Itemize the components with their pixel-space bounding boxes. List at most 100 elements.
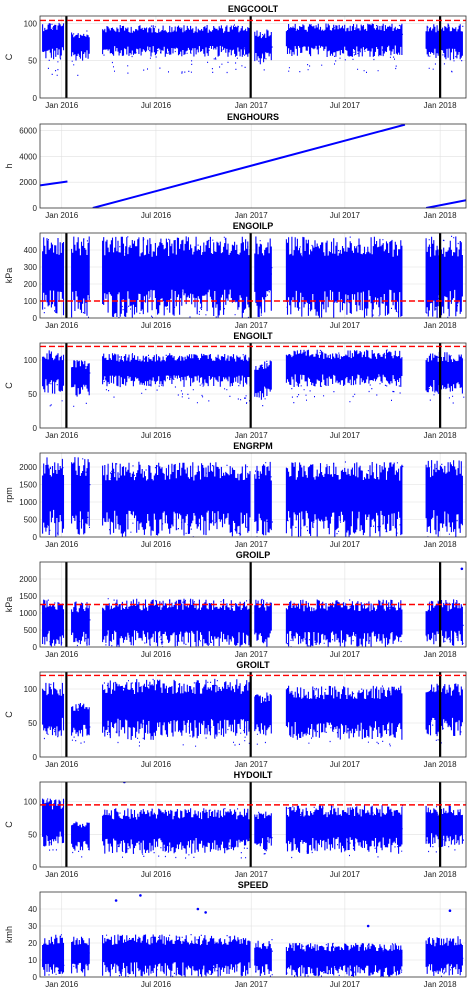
- data-band: [425, 805, 463, 848]
- y-tick-label: 6000: [19, 126, 37, 135]
- data-points: [74, 238, 90, 318]
- data-points: [426, 685, 462, 744]
- data-points: [255, 695, 272, 745]
- data-band: [71, 821, 90, 851]
- y-tick-label: 500: [24, 626, 38, 635]
- data-points: [287, 24, 403, 73]
- x-tick-label: Jan 2018: [424, 760, 457, 769]
- data-points: [426, 938, 464, 977]
- axes-frame: [39, 232, 467, 319]
- x-tick-label: Jul 2017: [330, 431, 361, 440]
- x-tick-label: Jul 2017: [330, 321, 361, 330]
- data-points: [286, 942, 403, 977]
- data-band: [254, 360, 272, 400]
- data-point: [448, 909, 452, 912]
- y-tick-label: 1500: [19, 592, 37, 601]
- data-band: [102, 598, 251, 647]
- data-layer: [42, 233, 463, 318]
- data-points: [104, 598, 250, 647]
- y-tick-label: 0: [33, 204, 38, 213]
- subplot-groilp: GROILP 0 500 1000 1500 2000 Jan 2016 Jul 2016 Ja…: [4, 550, 467, 659]
- data-points: [427, 463, 463, 537]
- axes-frame: [39, 561, 467, 648]
- data-band: [71, 236, 90, 318]
- data-band: [102, 236, 251, 318]
- data-band: [425, 236, 463, 318]
- x-tick-label: Jan 2018: [424, 101, 457, 110]
- data-points: [287, 805, 404, 859]
- y-tick-label: 2000: [19, 463, 37, 472]
- data-layer: [42, 672, 463, 757]
- data-points: [103, 24, 246, 74]
- y-tick-label: 50: [28, 390, 37, 399]
- data-points: [105, 808, 248, 859]
- subplot-title: GROILT: [236, 660, 270, 670]
- subplot-engrpm: ENGRPM 0 500 1000 1500 2000 Jan 2016 Jul 2016 Ja…: [4, 441, 467, 549]
- data-band: [285, 599, 403, 647]
- y-tick-label: 50: [28, 719, 37, 728]
- y-tick-label: 4000: [19, 152, 37, 161]
- data-points: [103, 353, 250, 404]
- data-band: [71, 601, 90, 646]
- data-band: [285, 943, 403, 977]
- y-tick-label: 1000: [19, 498, 37, 507]
- data-band: [285, 685, 403, 740]
- data-points: [256, 598, 268, 642]
- data-layer: [42, 457, 463, 537]
- y-tick-label: 10: [28, 956, 37, 965]
- y-axis-label: kPa: [4, 597, 14, 613]
- data-band: [42, 457, 65, 537]
- data-band: [42, 350, 65, 394]
- data-band: [254, 940, 272, 976]
- data-band: [71, 360, 90, 397]
- axes-frame: [39, 15, 467, 99]
- y-tick-label: 0: [33, 643, 38, 652]
- x-tick-label: Jan 2016: [45, 540, 78, 549]
- axes-frame: [39, 342, 467, 429]
- x-tick-label: Jan 2018: [424, 431, 457, 440]
- y-tick-label: 0: [33, 424, 38, 433]
- data-band: [254, 236, 272, 318]
- x-tick-label: Jul 2016: [141, 540, 172, 549]
- x-tick-label: Jul 2016: [141, 870, 172, 879]
- y-axis-label: C: [4, 53, 14, 60]
- data-series-line: [92, 124, 406, 208]
- data-band: [254, 461, 272, 536]
- x-tick-label: Jul 2017: [330, 760, 361, 769]
- data-points: [257, 811, 273, 855]
- x-tick-label: Jul 2016: [141, 760, 172, 769]
- data-points: [73, 608, 91, 647]
- data-points: [103, 934, 250, 977]
- data-points: [286, 349, 401, 404]
- data-band: [285, 805, 403, 854]
- data-band: [425, 936, 463, 976]
- x-tick-label: Jul 2017: [330, 540, 361, 549]
- y-tick-label: 30: [28, 922, 37, 931]
- data-points: [257, 360, 268, 407]
- y-tick-label: 300: [24, 263, 38, 272]
- data-points: [48, 934, 65, 976]
- data-points: [428, 355, 465, 407]
- x-tick-label: Jan 2017: [235, 980, 268, 989]
- axes-frame: [39, 671, 467, 758]
- x-tick-label: Jan 2017: [235, 101, 268, 110]
- data-band: [425, 460, 463, 537]
- data-points: [44, 356, 63, 407]
- y-axis-label: rpm: [4, 487, 14, 503]
- data-points: [257, 240, 273, 316]
- x-tick-label: Jan 2018: [424, 321, 457, 330]
- subplot-title: ENGRPM: [233, 441, 273, 451]
- data-points: [72, 824, 90, 858]
- x-tick-label: Jul 2017: [330, 870, 361, 879]
- data-band: [71, 936, 90, 977]
- subplot-title: ENGOILP: [233, 221, 274, 231]
- data-band: [254, 599, 272, 647]
- data-point: [460, 567, 464, 571]
- y-tick-label: 0: [33, 533, 38, 542]
- data-band: [102, 808, 251, 854]
- y-axis-label: h: [4, 163, 14, 168]
- y-axis-label: C: [4, 711, 14, 718]
- x-tick-label: Jan 2016: [45, 980, 78, 989]
- x-tick-label: Jan 2017: [235, 211, 268, 220]
